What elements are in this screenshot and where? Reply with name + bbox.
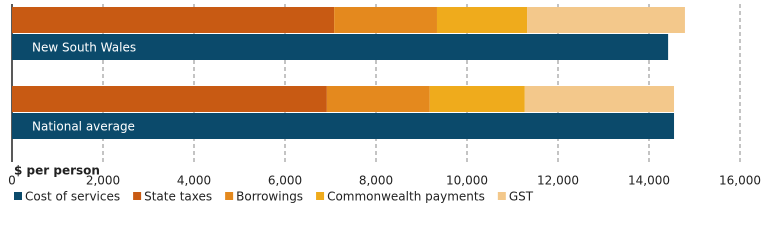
bar — [12, 113, 675, 139]
bar-segment — [524, 86, 675, 112]
legend-label: Cost of services — [25, 190, 120, 204]
bar-segment — [334, 7, 437, 33]
legend-label: GST — [509, 190, 534, 204]
category-label: National average — [32, 120, 135, 134]
legend-swatch — [316, 192, 325, 200]
x-tick-label: 10,000 — [446, 174, 488, 188]
legend-swatch — [225, 192, 234, 200]
bar-segment — [12, 86, 327, 112]
legend-swatch — [14, 192, 22, 200]
bar-segment — [527, 7, 685, 33]
bar — [12, 34, 669, 60]
x-tick-label: 6,000 — [268, 174, 302, 188]
category-label: New South Wales — [32, 41, 136, 55]
x-tick-label: 8,000 — [359, 174, 393, 188]
bar-segment — [436, 7, 528, 33]
legend-swatch — [133, 192, 142, 200]
x-tick-label: 12,000 — [537, 174, 579, 188]
x-tick-label: 0 — [8, 174, 16, 188]
x-tick-label: 4,000 — [177, 174, 211, 188]
legend-swatch — [497, 192, 506, 200]
legend-label: Commonwealth payments — [327, 190, 485, 204]
bar-segment — [12, 7, 335, 33]
x-axis-label: $ per person — [14, 164, 100, 178]
bar-segment — [429, 86, 525, 112]
x-tick-label: 14,000 — [628, 174, 670, 188]
legend-label: State taxes — [144, 190, 212, 204]
x-tick-label: 16,000 — [719, 174, 761, 188]
chart: $ per person 0 2,000 4,000 6,000 8,000 10,000… — [8, 4, 761, 204]
bar-segment — [326, 86, 430, 112]
x-tick-label: 2,000 — [86, 174, 120, 188]
legend-label: Borrowings — [236, 190, 303, 204]
